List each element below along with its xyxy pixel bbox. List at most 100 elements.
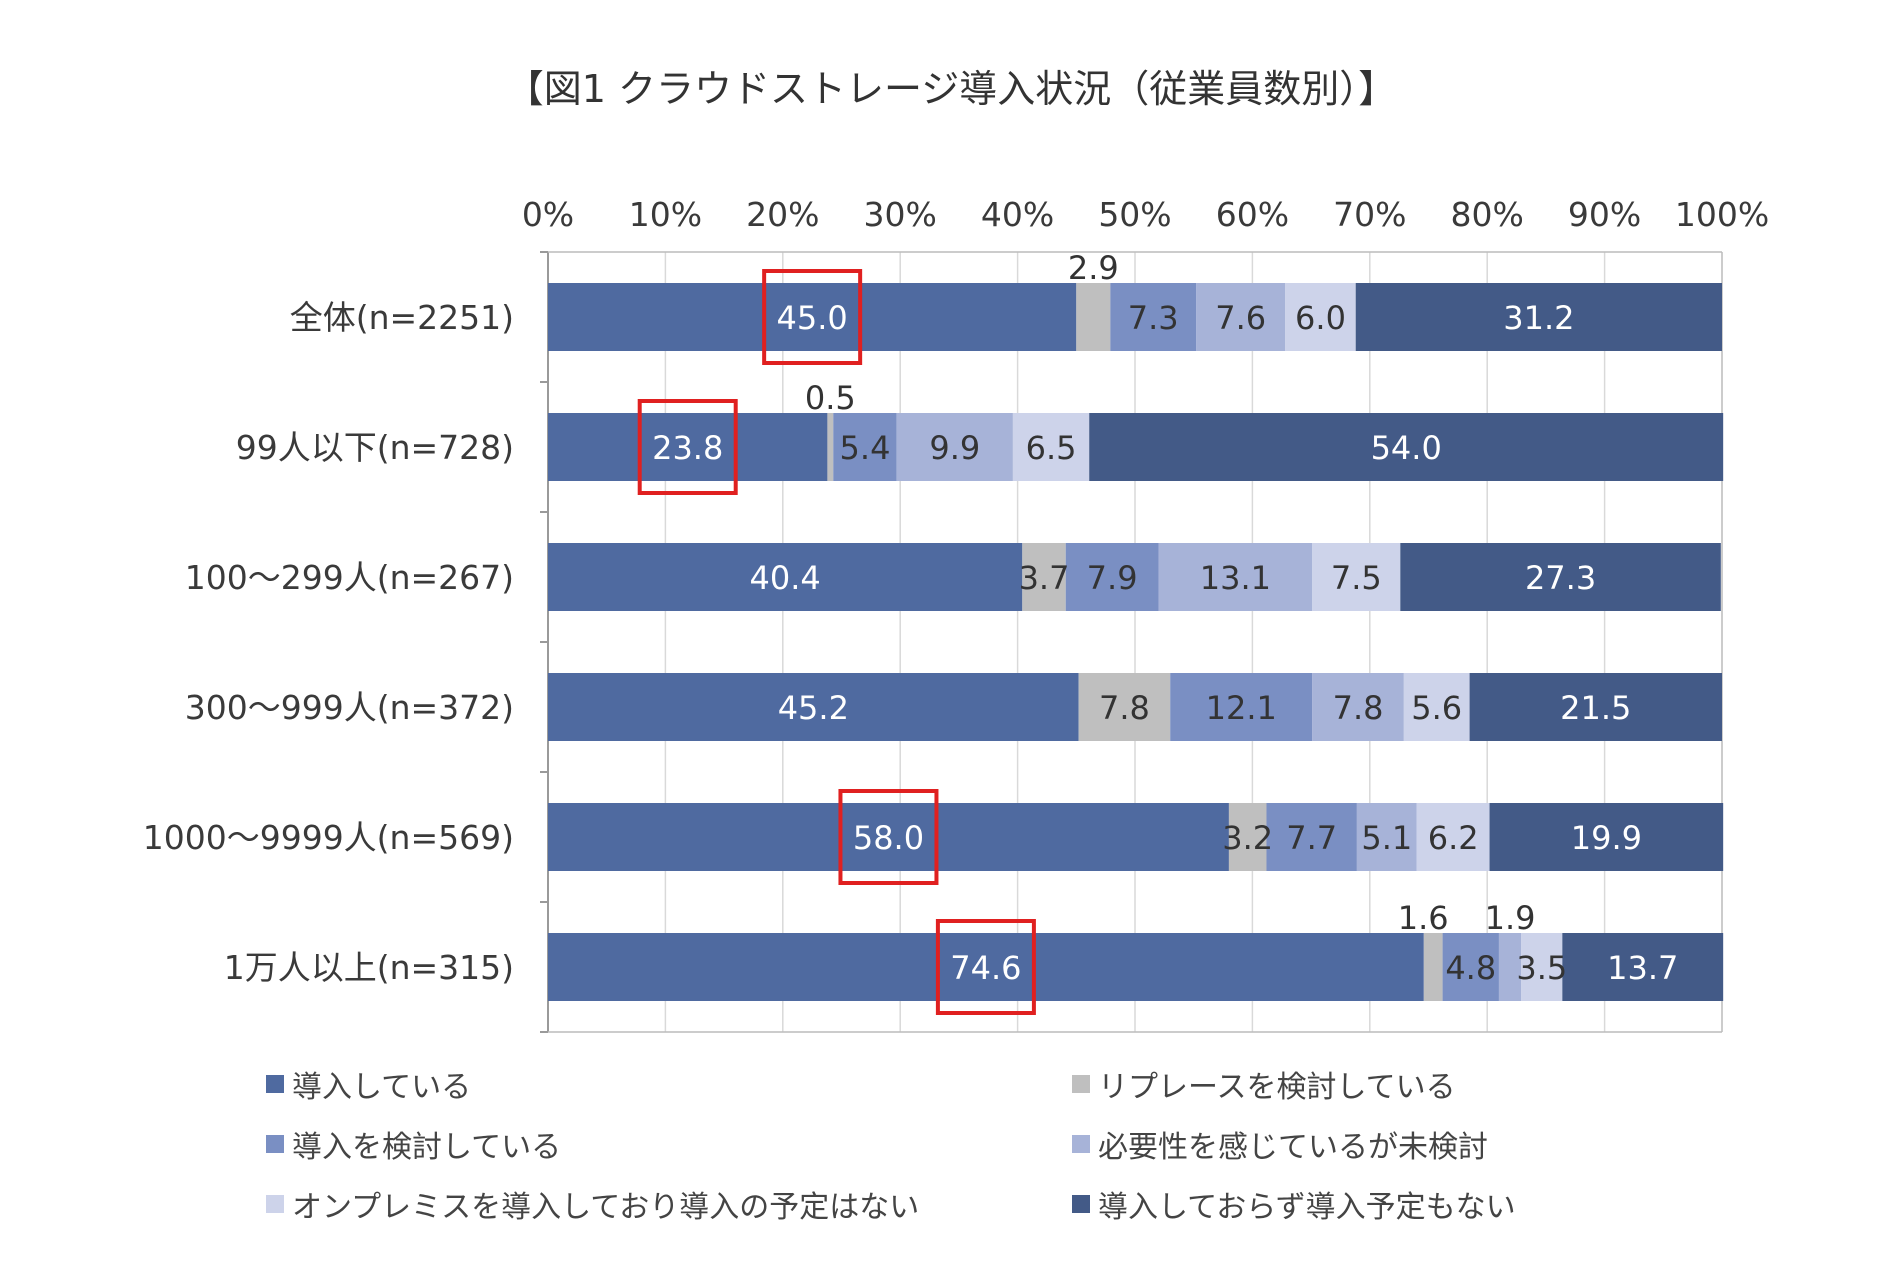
data-label: 3.2 bbox=[1222, 819, 1273, 857]
data-label: 21.5 bbox=[1560, 689, 1631, 727]
data-label: 6.5 bbox=[1026, 429, 1077, 467]
gridlines bbox=[664, 252, 1606, 1032]
legend-label: 導入を検討している bbox=[292, 1130, 562, 1165]
x-tick-label: 70% bbox=[1333, 195, 1406, 234]
highlight-box bbox=[935, 919, 1036, 1015]
data-label: 4.8 bbox=[1445, 949, 1496, 987]
bar-segment bbox=[1423, 933, 1443, 1001]
bar-segment bbox=[827, 413, 834, 481]
bar-segment bbox=[1400, 543, 1721, 611]
data-label: 31.2 bbox=[1503, 299, 1574, 337]
bar-segment bbox=[1416, 803, 1490, 871]
data-label: 0.5 bbox=[805, 379, 856, 417]
highlight-boxes bbox=[637, 269, 1036, 1015]
bar-segment bbox=[1012, 413, 1090, 481]
chart-title: 【図1 クラウドストレージ導入状況（従業員数別）】 bbox=[505, 67, 1397, 111]
data-label: 13.7 bbox=[1607, 949, 1678, 987]
data-label: 7.5 bbox=[1331, 559, 1382, 597]
bar-segment bbox=[1076, 283, 1111, 351]
bar-segment bbox=[1158, 543, 1313, 611]
bar-segment bbox=[1442, 933, 1499, 1001]
data-label: 3.5 bbox=[1516, 949, 1567, 987]
data-label: 7.8 bbox=[1333, 689, 1384, 727]
legend-label: オンプレミスを導入しており導入の予定はない bbox=[292, 1190, 920, 1225]
data-label: 7.9 bbox=[1087, 559, 1138, 597]
legend-item-onpremise: オンプレミスを導入しており導入の予定はない bbox=[266, 1182, 919, 1226]
x-tick-label: 100% bbox=[1675, 195, 1769, 234]
bar-segment bbox=[1521, 933, 1563, 1001]
legend-item-replace: リプレースを検討している bbox=[1072, 1062, 1456, 1106]
highlight-box bbox=[762, 269, 863, 365]
bar-segment bbox=[1403, 673, 1470, 741]
legend-swatch bbox=[1072, 1135, 1090, 1153]
bar-segment bbox=[1065, 543, 1159, 611]
category-label: 300～999人(n=372) bbox=[185, 688, 514, 727]
legend-swatch bbox=[1072, 1075, 1090, 1093]
category-label: 1000～9999人(n=569) bbox=[143, 818, 514, 857]
data-label: 27.3 bbox=[1525, 559, 1596, 597]
legend-label: 導入している bbox=[292, 1070, 472, 1105]
bar-segment bbox=[1170, 673, 1313, 741]
data-label: 12.1 bbox=[1206, 689, 1277, 727]
x-tick-label: 60% bbox=[1216, 195, 1289, 234]
legend-swatch bbox=[1072, 1195, 1090, 1213]
bar-segment bbox=[1266, 803, 1357, 871]
bar-segment bbox=[548, 803, 1229, 871]
legend-swatch bbox=[266, 1135, 284, 1153]
bar-segment bbox=[1355, 283, 1722, 351]
data-label: 3.7 bbox=[1019, 559, 1070, 597]
category-label: 全体(n=2251) bbox=[290, 298, 514, 337]
bar-segment bbox=[1228, 803, 1267, 871]
data-label: 2.9 bbox=[1068, 249, 1119, 287]
bar-segment bbox=[1196, 283, 1286, 351]
category-label: 99人以下(n=728) bbox=[236, 428, 514, 467]
data-label: 23.8 bbox=[652, 429, 723, 467]
data-label: 54.0 bbox=[1371, 429, 1442, 467]
bar-segment bbox=[1469, 673, 1722, 741]
data-label: 74.6 bbox=[950, 949, 1021, 987]
bar-segment bbox=[1562, 933, 1724, 1001]
legend-item-considering: 導入を検討している bbox=[266, 1122, 561, 1166]
bar-segment bbox=[1498, 933, 1522, 1001]
data-label: 45.0 bbox=[777, 299, 848, 337]
bar-segment bbox=[548, 673, 1079, 741]
bar-segment bbox=[1489, 803, 1724, 871]
bar-segment bbox=[548, 933, 1424, 1001]
value-labels: 45.0 2.97.3 7.6 6.0 31.2 23.8 0.5 5.4 9.9 6.5 54.0… bbox=[652, 249, 1678, 987]
bar-segment bbox=[548, 413, 828, 481]
legend-label: 必要性を感じているが未検討 bbox=[1098, 1130, 1488, 1165]
x-tick-label: 20% bbox=[746, 195, 819, 234]
data-label: 5.4 bbox=[840, 429, 891, 467]
bar-segment bbox=[1356, 803, 1417, 871]
bar-segment bbox=[896, 413, 1013, 481]
data-label: 6.0 bbox=[1295, 299, 1346, 337]
legend-item-adopted: 導入している bbox=[266, 1062, 471, 1106]
x-tick-label: 30% bbox=[864, 195, 937, 234]
bars bbox=[548, 283, 1724, 1001]
data-label: 1.9 bbox=[1485, 899, 1536, 937]
data-label: 6.2 bbox=[1428, 819, 1479, 857]
axes: 0% 10% 20% 30% 40% 50% 60% 70% 80% 90% 100% 全体(n=22… bbox=[143, 195, 1769, 1033]
bar-segment bbox=[1312, 673, 1404, 741]
bar-segment bbox=[548, 283, 1077, 351]
bar-segment bbox=[1285, 283, 1356, 351]
data-label: 40.4 bbox=[750, 559, 821, 597]
legend-label: 導入しておらず導入予定もない bbox=[1098, 1190, 1516, 1225]
legend-swatch bbox=[266, 1195, 284, 1213]
legend-swatch bbox=[266, 1075, 284, 1093]
highlight-box bbox=[637, 399, 738, 495]
highlight-box bbox=[838, 789, 939, 885]
x-tick-label: 90% bbox=[1568, 195, 1641, 234]
legend-item-need-felt: 必要性を感じているが未検討 bbox=[1072, 1122, 1488, 1166]
legend-item-no-plan: 導入しておらず導入予定もない bbox=[1072, 1182, 1516, 1226]
x-tick-label: 10% bbox=[629, 195, 702, 234]
bar-segment bbox=[1022, 543, 1066, 611]
bar-segment bbox=[833, 413, 897, 481]
data-label: 5.1 bbox=[1361, 819, 1412, 857]
data-label: 19.9 bbox=[1571, 819, 1642, 857]
data-label: 9.9 bbox=[929, 429, 980, 467]
bar-segment bbox=[1110, 283, 1197, 351]
bar-segment bbox=[1312, 543, 1401, 611]
bar-segment bbox=[548, 543, 1023, 611]
